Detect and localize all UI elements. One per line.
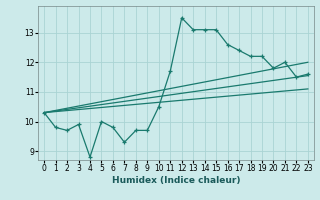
X-axis label: Humidex (Indice chaleur): Humidex (Indice chaleur) [112, 176, 240, 185]
